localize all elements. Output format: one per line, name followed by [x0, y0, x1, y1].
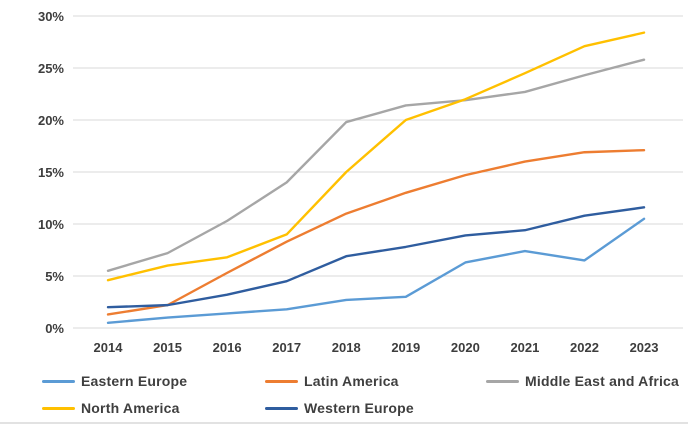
- legend-item-north-america: North America: [42, 400, 180, 416]
- legend-item-latin-america: Latin America: [265, 373, 399, 389]
- y-tick-label: 30%: [38, 9, 64, 24]
- legend-line-north-america: [42, 406, 75, 410]
- series-line-latin-america: [106, 148, 646, 316]
- x-axis-label: 2020: [451, 340, 480, 355]
- y-tick-label: 0%: [45, 321, 64, 336]
- legend-item-middle-east-and-africa: Middle East and Africa: [486, 373, 679, 389]
- legend-label-latin-america: Latin America: [304, 373, 399, 389]
- legend-line-western-europe: [265, 406, 298, 410]
- y-tick-label: 15%: [38, 165, 64, 180]
- legend-line-latin-america: [265, 379, 298, 383]
- legend-label-north-america: North America: [81, 400, 180, 416]
- legend-item-eastern-europe: Eastern Europe: [42, 373, 187, 389]
- legend-item-western-europe: Western Europe: [265, 400, 414, 416]
- series-line-eastern-europe: [106, 217, 646, 324]
- legend-label-middle-east-and-africa: Middle East and Africa: [525, 373, 680, 389]
- x-axis-label: 2021: [510, 340, 539, 355]
- x-axis-label: 2019: [391, 340, 420, 355]
- y-tick-label: 10%: [38, 217, 64, 232]
- legend-line-eastern-europe: [42, 379, 75, 383]
- x-axis-label: 2016: [213, 340, 242, 355]
- legend-line-middle-east-and-africa: [486, 379, 519, 383]
- x-axis-label: 2017: [272, 340, 301, 355]
- y-tick-label: 20%: [38, 113, 64, 128]
- series-line-north-america: [106, 31, 646, 282]
- x-axis-label: 2018: [332, 340, 361, 355]
- x-axis-label: 2023: [630, 340, 659, 355]
- legend-label-western-europe: Western Europe: [304, 400, 414, 416]
- series-line-middle-east-and-africa: [106, 58, 646, 272]
- legend-label-eastern-europe: Eastern Europe: [81, 373, 188, 389]
- x-axis-label: 2014: [94, 340, 124, 355]
- x-axis-label: 2022: [570, 340, 599, 355]
- y-tick-label: 25%: [38, 61, 64, 76]
- series-line-western-europe: [106, 206, 646, 309]
- y-tick-label: 5%: [45, 269, 64, 284]
- x-axis-label: 2015: [153, 340, 182, 355]
